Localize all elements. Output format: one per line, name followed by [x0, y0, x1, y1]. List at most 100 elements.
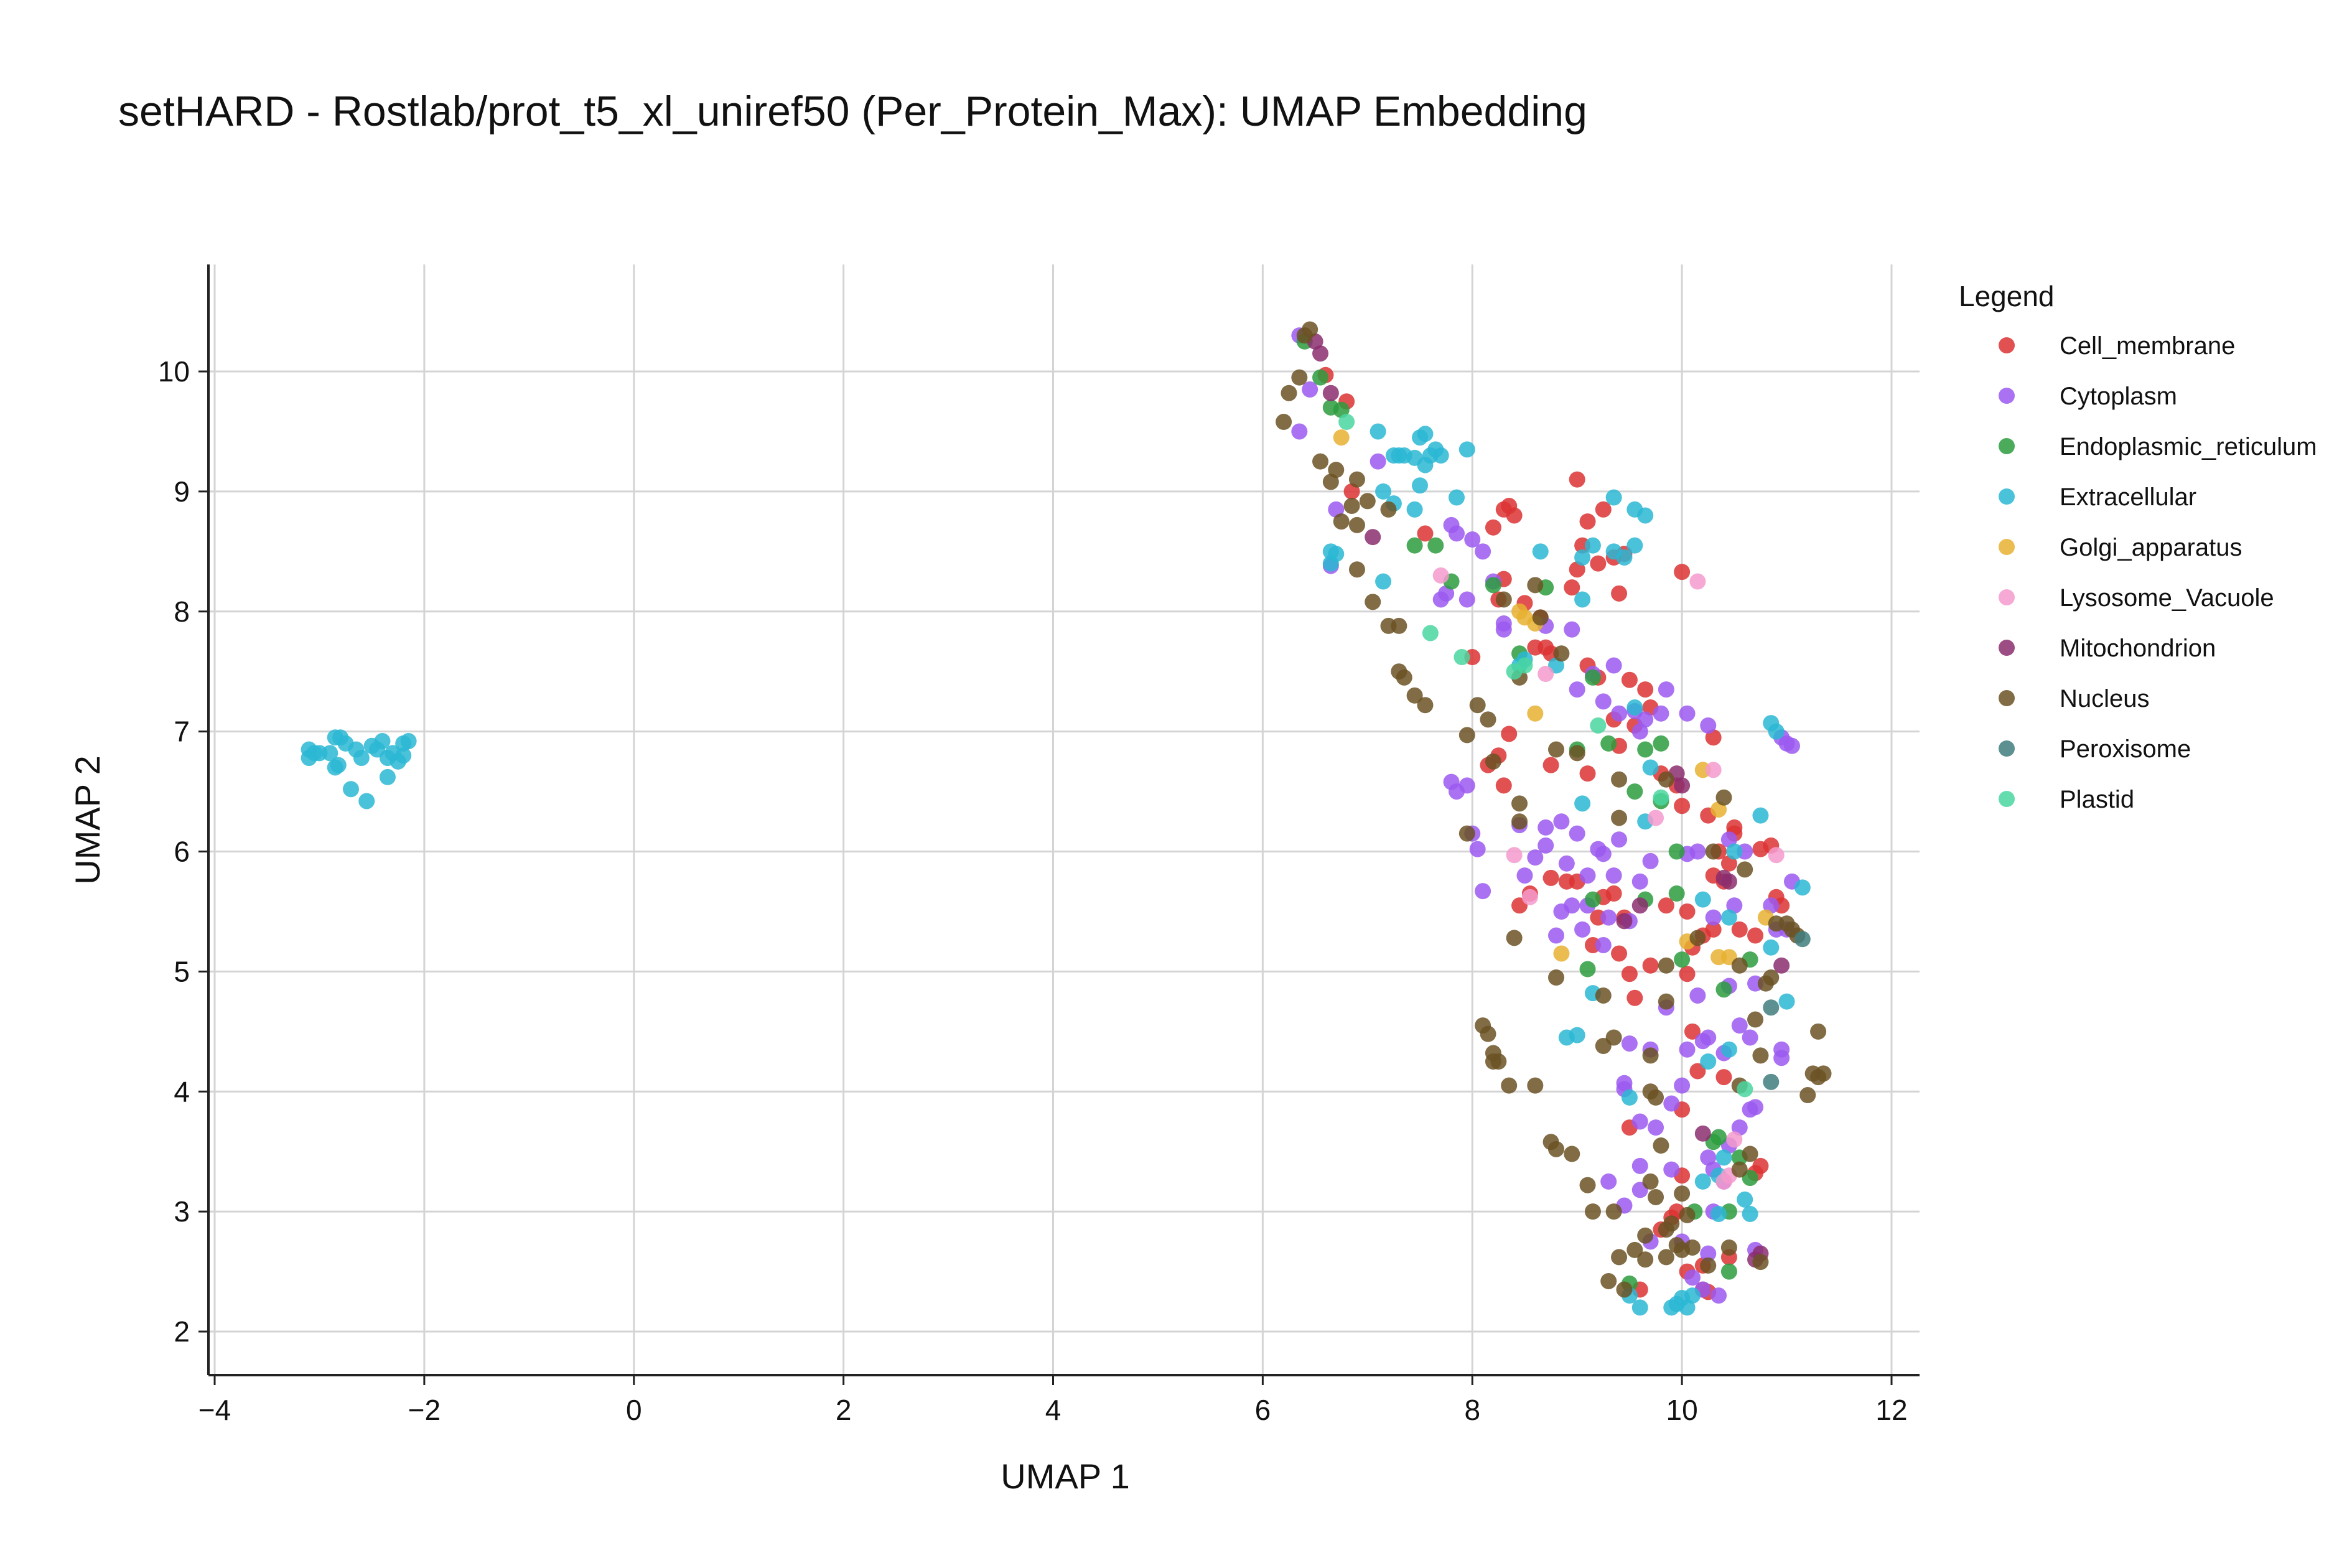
data-point-extracellular — [1605, 489, 1622, 506]
data-point-nucleus — [1815, 1065, 1832, 1082]
data-point-nucleus — [1480, 1025, 1496, 1042]
data-point-cytoplasm — [1600, 909, 1617, 926]
data-point-nucleus — [1752, 1254, 1769, 1271]
data-point-cytoplasm — [1679, 705, 1696, 722]
data-point-lysosome-vacuole — [1726, 1131, 1743, 1148]
y-tick-label: 7 — [174, 716, 190, 748]
data-point-nucleus — [1276, 414, 1292, 431]
data-point-cytoplasm — [1458, 591, 1475, 608]
data-point-extracellular — [1763, 939, 1780, 956]
data-point-nucleus — [1757, 975, 1774, 992]
data-point-cytoplasm — [1679, 1041, 1696, 1058]
data-point-cytoplasm — [1558, 855, 1575, 872]
data-point-cell-membrane — [1579, 765, 1596, 782]
data-point-nucleus — [1469, 697, 1486, 714]
data-point-extracellular — [1715, 1149, 1732, 1166]
data-point-nucleus — [1348, 516, 1365, 533]
data-point-endoplasmic-reticulum — [1406, 537, 1423, 554]
legend-marker — [1999, 337, 2015, 353]
data-point-nucleus — [1674, 1185, 1691, 1202]
data-point-mitochondrion — [1674, 777, 1691, 794]
x-tick-label: 4 — [1045, 1394, 1062, 1426]
data-point-cytoplasm — [1631, 1157, 1648, 1174]
data-point-extracellular — [400, 733, 417, 750]
x-tick-label: 6 — [1255, 1394, 1271, 1426]
data-point-nucleus — [1799, 1087, 1816, 1104]
y-tick-label: 9 — [174, 475, 190, 508]
data-point-cell-membrane — [1542, 869, 1559, 886]
data-point-cytoplasm — [1464, 531, 1481, 548]
data-point-cytoplasm — [1553, 813, 1570, 830]
data-point-extracellular — [1684, 1287, 1701, 1304]
data-point-nucleus — [1532, 609, 1549, 626]
data-point-cell-membrane — [1658, 897, 1674, 914]
data-point-cytoplasm — [1658, 681, 1674, 698]
data-point-nucleus — [1296, 327, 1313, 344]
data-point-plastid — [1516, 657, 1533, 674]
data-point-cell-membrane — [1679, 966, 1696, 982]
data-point-peroxisome — [1763, 1073, 1780, 1090]
y-tick-label: 6 — [174, 836, 190, 868]
data-point-extracellular — [1768, 723, 1785, 740]
data-point-mitochondrion — [1312, 345, 1329, 362]
data-point-cytoplasm — [1370, 453, 1386, 470]
data-point-cell-membrane — [1674, 798, 1691, 814]
data-point-nucleus — [1705, 843, 1722, 860]
legend-marker — [1999, 388, 2015, 404]
data-point-cytoplasm — [1700, 1029, 1717, 1046]
data-point-nucleus — [1406, 687, 1423, 704]
data-point-cell-membrane — [1495, 777, 1512, 794]
series-lysosome-vacuole — [1432, 567, 1785, 1190]
x-tick-label: 8 — [1464, 1394, 1480, 1426]
data-point-nucleus — [1328, 462, 1345, 478]
data-point-cytoplasm — [1631, 1113, 1648, 1130]
series-extracellular — [301, 423, 1811, 1316]
data-point-nucleus — [1348, 561, 1365, 578]
data-point-nucleus — [1569, 745, 1585, 762]
y-axis-title: UMAP 2 — [68, 755, 107, 884]
data-point-cell-membrane — [1569, 471, 1585, 488]
data-point-endoplasmic-reticulum — [1626, 783, 1643, 800]
data-point-extracellular — [1432, 447, 1449, 464]
y-tick-label: 2 — [174, 1315, 190, 1348]
data-point-extracellular — [1642, 759, 1659, 776]
data-point-extracellular — [1710, 1205, 1727, 1222]
data-point-nucleus — [1747, 1011, 1764, 1028]
data-point-nucleus — [1348, 471, 1365, 488]
data-point-nucleus — [1679, 1206, 1696, 1223]
data-point-extracellular — [1778, 993, 1795, 1010]
data-point-endoplasmic-reticulum — [1674, 951, 1691, 968]
data-point-cell-membrane — [1621, 966, 1638, 982]
data-point-cytoplasm — [1469, 841, 1486, 857]
data-point-nucleus — [1637, 1227, 1654, 1244]
data-point-cytoplasm — [1611, 831, 1628, 848]
data-point-nucleus — [1616, 1281, 1633, 1298]
legend-label: Mitochondrion — [2060, 635, 2216, 662]
legend-label: Peroxisome — [2060, 735, 2191, 763]
data-point-lysosome-vacuole — [1715, 1173, 1732, 1190]
x-ticks: −4 −2 0 2 4 6 8 10 12 — [198, 1375, 1908, 1426]
data-point-nucleus — [1731, 1161, 1748, 1178]
data-point-cytoplasm — [1674, 1077, 1691, 1094]
legend-item-mitochondrion: Mitochondrion — [1999, 635, 2216, 662]
data-point-nucleus — [1458, 825, 1475, 842]
data-point-nucleus — [1485, 1053, 1501, 1070]
x-tick-label: 2 — [836, 1394, 852, 1426]
data-point-cell-membrane — [1611, 945, 1628, 962]
data-point-cell-membrane — [1674, 564, 1691, 581]
legend-label: Extracellular — [2060, 483, 2196, 511]
data-point-lysosome-vacuole — [1648, 810, 1664, 826]
data-point-extracellular — [1637, 507, 1654, 524]
data-point-cytoplasm — [1773, 1050, 1790, 1066]
data-point-cytoplasm — [1689, 987, 1706, 1004]
x-tick-label: 10 — [1666, 1394, 1698, 1426]
data-point-cytoplasm — [1569, 825, 1585, 842]
data-point-nucleus — [1527, 1077, 1544, 1094]
data-point-mitochondrion — [1365, 529, 1381, 546]
data-point-mitochondrion — [1322, 385, 1339, 401]
data-point-cytoplasm — [1742, 1101, 1758, 1118]
data-point-cytoplasm — [1475, 883, 1491, 900]
data-point-nucleus — [1715, 789, 1732, 806]
data-point-cytoplasm — [1495, 615, 1512, 632]
